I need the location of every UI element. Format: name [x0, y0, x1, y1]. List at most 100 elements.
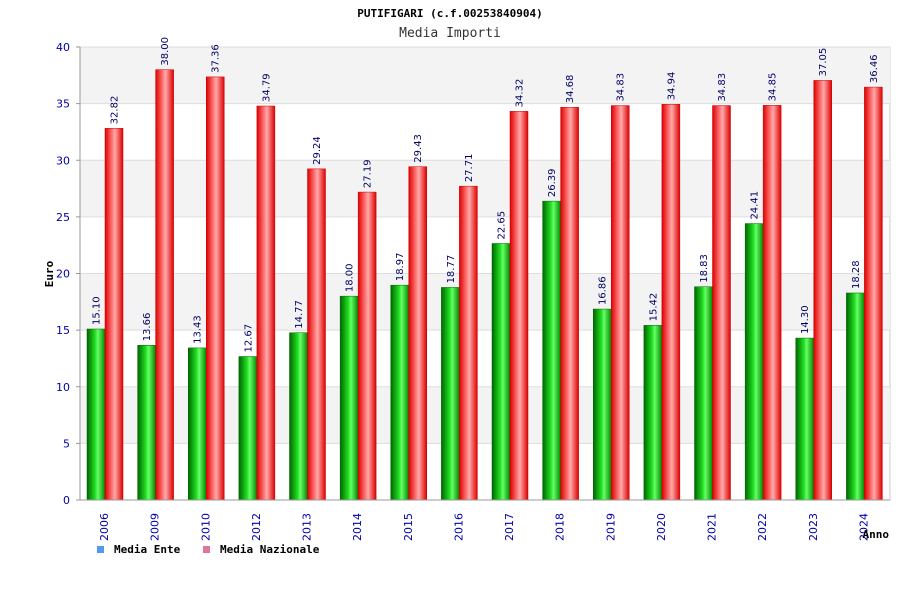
data-label: 27.71: [464, 154, 475, 183]
y-tick-label: 20: [56, 268, 70, 281]
y-axis-ticks: 0 5 10 15 20 25 30 35 40: [56, 41, 81, 507]
legend-swatch-media-nazionale: [203, 546, 210, 553]
bar: [661, 104, 681, 501]
x-tick-label: 2024: [857, 513, 870, 541]
x-axis-ticks: 2006 2009 2010 2012 2013 2014 2015 2016 2017 2018…: [80, 499, 890, 541]
y-tick-label: 10: [56, 381, 70, 394]
x-tick-label: 2019: [604, 513, 617, 541]
bar: [188, 347, 207, 501]
bar: [357, 191, 377, 501]
y-tick-label: 30: [56, 154, 70, 167]
bar: [643, 325, 663, 501]
bar: [289, 332, 308, 501]
legend-label-media-nazionale: Media Nazionale: [220, 543, 320, 556]
chart-title: PUTIFIGARI (c.f.00253840904): [357, 7, 542, 20]
bar: [795, 337, 814, 501]
bar: [238, 356, 258, 501]
data-label: 37.05: [818, 48, 829, 77]
data-label: 15.42: [648, 293, 659, 322]
data-label: 18.00: [345, 264, 356, 293]
data-label: 34.85: [768, 73, 779, 102]
data-label: 14.77: [294, 300, 305, 329]
x-tick-label: 2018: [554, 513, 567, 541]
data-label: 34.83: [616, 73, 627, 102]
bar: [441, 287, 460, 501]
bar: [611, 105, 630, 501]
data-label: 29.43: [413, 134, 424, 163]
bar: [694, 286, 713, 501]
y-tick-label: 5: [63, 437, 70, 450]
bar: [390, 284, 409, 501]
x-tick-label: 2014: [351, 513, 364, 541]
bar: [86, 328, 106, 501]
data-label: 18.97: [395, 253, 406, 282]
bar: [137, 345, 156, 501]
bar: [813, 80, 832, 501]
data-label: 34.83: [717, 73, 728, 102]
data-label: 34.94: [666, 72, 677, 101]
legend: Media Ente Media Nazionale: [97, 543, 320, 556]
data-label: 24.41: [750, 191, 761, 220]
bar: [593, 308, 612, 501]
data-label: 13.66: [142, 313, 153, 342]
legend-label-media-ente: Media Ente: [114, 543, 181, 556]
x-tick-label: 2017: [503, 513, 516, 541]
bar: [459, 185, 478, 501]
x-tick-label: 2006: [98, 513, 111, 541]
bar: [491, 243, 511, 501]
bar: [206, 76, 225, 501]
bar: [155, 69, 174, 501]
data-label: 29.24: [312, 136, 323, 165]
data-label: 15.10: [92, 296, 103, 325]
bar: [744, 223, 764, 501]
data-label: 18.77: [446, 255, 457, 284]
data-label: 18.28: [851, 260, 862, 289]
y-tick-label: 40: [56, 41, 70, 54]
bar: [509, 111, 529, 501]
x-tick-label: 2021: [706, 513, 719, 541]
bar: [712, 105, 731, 501]
legend-swatch-media-ente: [97, 546, 104, 553]
y-tick-label: 25: [56, 211, 70, 224]
y-tick-label: 35: [56, 98, 70, 111]
bar: [864, 86, 883, 501]
y-tick-label: 15: [56, 324, 70, 337]
bar: [339, 295, 359, 501]
data-label: 22.65: [497, 211, 508, 240]
x-tick-label: 2016: [452, 513, 465, 541]
value-labels: 15.10 32.82 13.66 38.00 13.43 37.36 12.67 34.79…: [92, 37, 880, 353]
data-label: 34.68: [565, 75, 576, 104]
x-tick-label: 2010: [199, 513, 212, 541]
x-tick-label: 2022: [756, 513, 769, 541]
x-tick-label: 2013: [301, 513, 314, 541]
data-label: 12.67: [243, 324, 254, 353]
bar: [762, 105, 782, 501]
x-tick-label: 2012: [250, 513, 263, 541]
data-label: 34.32: [515, 79, 526, 108]
data-label: 27.19: [363, 159, 374, 188]
data-label: 32.82: [110, 96, 121, 125]
x-axis-label: Anno: [863, 528, 890, 541]
data-label: 26.39: [547, 168, 558, 197]
chart-subtitle: Media Importi: [399, 26, 501, 41]
x-tick-label: 2020: [655, 513, 668, 541]
data-label: 13.43: [193, 315, 204, 344]
bar: [307, 168, 326, 501]
bar: [846, 292, 865, 501]
data-label: 16.86: [598, 276, 609, 305]
data-label: 34.79: [261, 73, 272, 102]
x-tick-label: 2023: [807, 513, 820, 541]
data-label: 37.36: [211, 44, 222, 73]
bar: [408, 166, 427, 501]
x-tick-label: 2015: [402, 513, 415, 541]
bar: [256, 105, 276, 501]
bars: [86, 69, 883, 501]
data-label: 14.30: [800, 305, 811, 334]
y-axis-label: Euro: [43, 260, 56, 287]
bar: [104, 128, 124, 501]
y-tick-label: 0: [63, 494, 70, 507]
x-tick-label: 2009: [149, 513, 162, 541]
bar: [560, 106, 579, 501]
bar: [542, 200, 561, 501]
